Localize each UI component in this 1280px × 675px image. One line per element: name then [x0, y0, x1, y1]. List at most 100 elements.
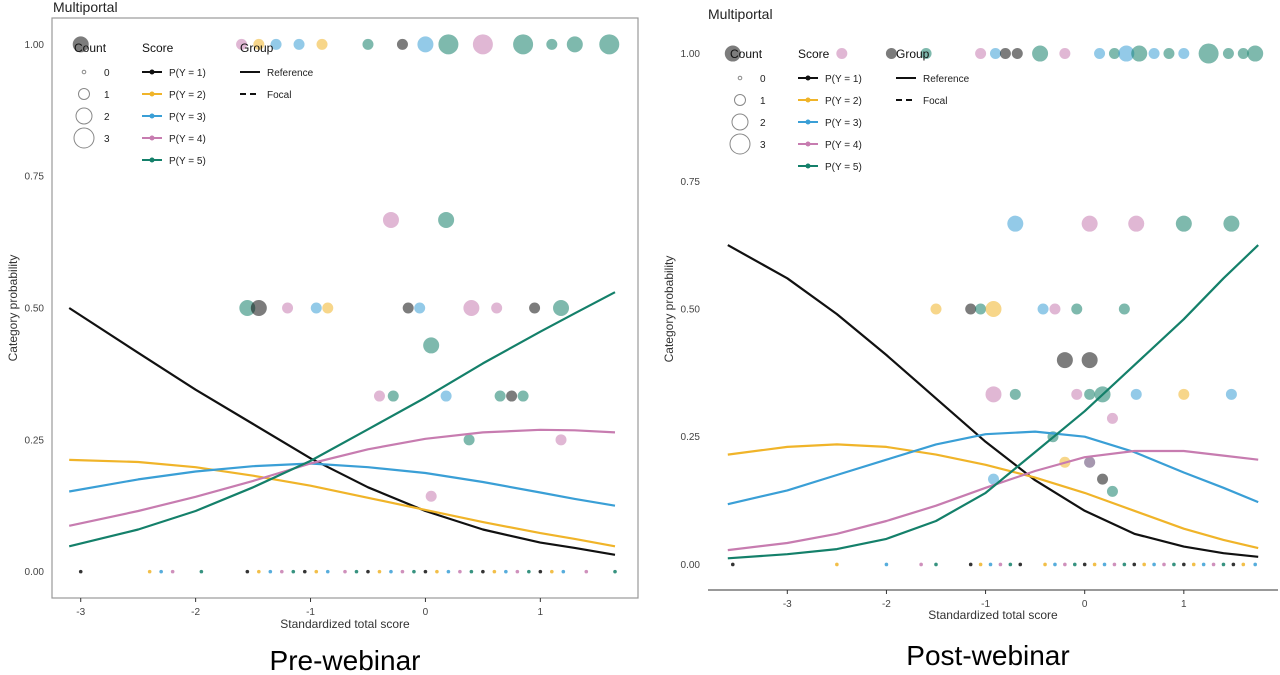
data-point	[965, 303, 977, 315]
rug-point	[245, 569, 250, 574]
data-point	[1178, 388, 1190, 400]
series-line-2	[727, 443, 1259, 550]
rug-point	[1043, 562, 1047, 567]
y-tick-label: 1.00	[25, 40, 45, 51]
data-point	[1106, 412, 1118, 424]
data-point	[1059, 48, 1071, 60]
x-axis-label: Standardized total score	[928, 608, 1058, 622]
x-tick-label: -2	[191, 607, 200, 618]
data-point	[1118, 45, 1135, 62]
legend-count-title: Count	[74, 41, 107, 55]
rug-point	[561, 569, 566, 574]
legend-score-dot	[805, 97, 811, 103]
legend-count-symbol	[731, 113, 749, 131]
legend-score-label: P(Y = 2)	[825, 96, 862, 107]
data-point	[553, 300, 570, 316]
data-point	[1032, 45, 1049, 62]
rug-point	[377, 569, 382, 574]
data-point	[1175, 215, 1192, 232]
rug-point	[1211, 562, 1216, 567]
x-tick-label: -1	[981, 599, 990, 610]
legend-score-label: P(Y = 3)	[169, 112, 206, 123]
data-point	[1108, 48, 1120, 60]
rug-point	[1018, 562, 1023, 567]
rug-point	[515, 569, 520, 574]
legend-group-title: Group	[240, 41, 274, 55]
data-point	[322, 302, 334, 314]
legend-score-label: P(Y = 4)	[825, 140, 862, 151]
data-point	[1081, 352, 1098, 369]
legend-count-label: 1	[104, 90, 110, 101]
rug-point	[199, 569, 204, 574]
x-axis-label: Standardized total score	[280, 617, 410, 631]
legend-score-label: P(Y = 2)	[169, 90, 206, 101]
legend-score-label: P(Y = 1)	[169, 68, 206, 79]
data-point	[1071, 388, 1083, 400]
data-point	[920, 48, 932, 60]
data-point	[1081, 215, 1098, 232]
series-line-4	[727, 449, 1259, 552]
rug-point	[1063, 562, 1067, 567]
x-tick-label: 1	[1181, 599, 1187, 610]
data-point	[1009, 388, 1021, 400]
rug-point	[170, 569, 175, 574]
rug-point	[1008, 562, 1013, 567]
data-point	[975, 303, 987, 315]
data-point	[316, 38, 328, 50]
data-point	[529, 302, 541, 314]
legend-count-label: 1	[760, 96, 766, 107]
panel-caption: Pre-webinar	[270, 645, 421, 675]
data-point	[463, 300, 480, 316]
data-point	[1071, 303, 1083, 315]
chart-title: Multiportal	[53, 0, 118, 15]
rug-point	[354, 569, 359, 574]
rug-point	[159, 569, 163, 574]
rug-point	[988, 562, 993, 567]
data-point	[414, 302, 426, 314]
series-line-1	[727, 244, 1259, 558]
legend: Count 0 1 2 3 Score P(Y = 1) P(Y = 2) P(Y = 3) P(…	[73, 41, 314, 167]
rug-point	[423, 569, 428, 574]
data-point	[566, 36, 583, 53]
rug-point	[280, 569, 284, 574]
series-line-3	[727, 430, 1259, 506]
data-point	[472, 34, 493, 55]
rug-point	[1201, 562, 1206, 567]
rug-point	[366, 569, 370, 574]
rug-point	[998, 562, 1003, 567]
rug-point	[1082, 562, 1087, 567]
legend-group-label: Reference	[267, 68, 314, 79]
data-point	[425, 490, 437, 502]
legend-score-dot	[149, 69, 155, 75]
rug-point	[934, 562, 938, 567]
data-point	[885, 48, 897, 60]
data-point	[1007, 215, 1024, 232]
y-tick-label: 0.00	[25, 567, 45, 578]
rug-point	[147, 569, 152, 574]
data-point	[310, 302, 322, 314]
legend: Count 0 1 2 3 Score P(Y = 1) P(Y = 2) P(Y = 3) P(…	[729, 47, 970, 173]
chart-title: Multiportal	[708, 6, 773, 22]
legend-count-label: 0	[104, 68, 110, 79]
data-point	[440, 390, 452, 402]
rug-point	[412, 569, 416, 574]
data-point	[1148, 48, 1160, 60]
data-point	[1049, 303, 1061, 315]
legend-count-symbol	[78, 88, 90, 100]
legend-count-symbol	[73, 127, 95, 149]
data-point	[555, 434, 567, 446]
data-point	[382, 211, 399, 228]
data-point	[417, 36, 434, 53]
data-point	[491, 302, 503, 314]
data-point	[985, 386, 1002, 403]
legend-score-dot	[149, 91, 155, 97]
y-axis-label: Category probability	[662, 256, 676, 363]
rug-point	[968, 562, 973, 567]
y-axis-label: Category probability	[6, 255, 20, 362]
data-point	[1084, 456, 1096, 468]
legend-score-label: P(Y = 4)	[169, 134, 206, 145]
data-point	[1056, 352, 1073, 369]
series-line-5	[727, 244, 1259, 560]
legend-score-label: P(Y = 1)	[825, 74, 862, 85]
data-point	[1247, 45, 1264, 62]
